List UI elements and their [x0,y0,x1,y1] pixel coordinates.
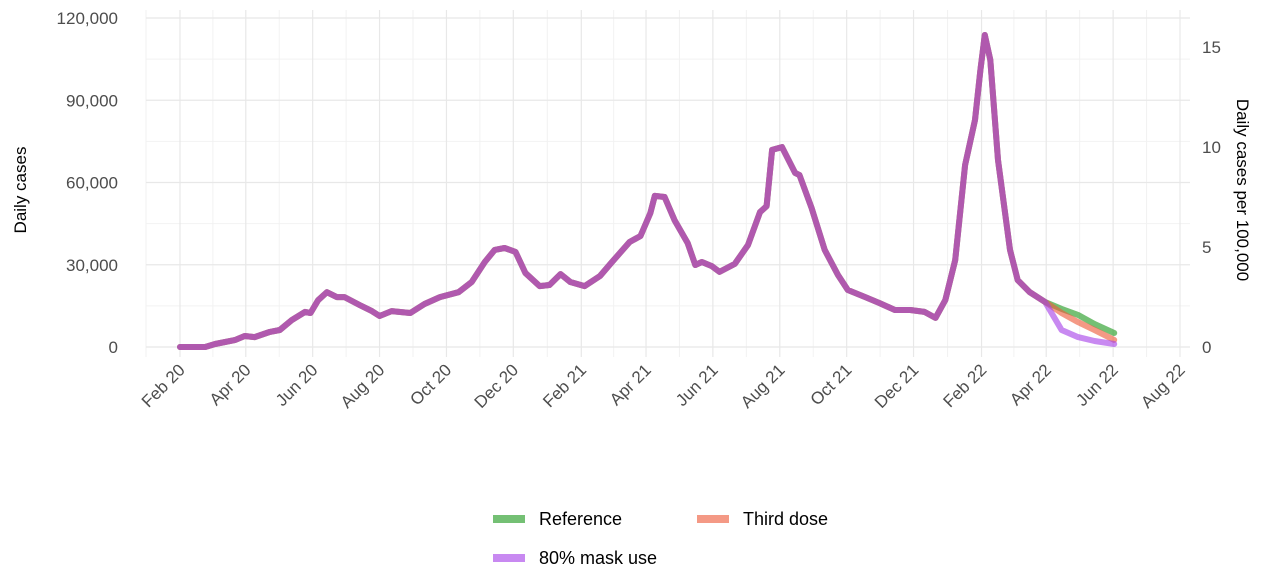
grid [145,10,1190,357]
x-tick-label: Feb 20 [138,360,189,411]
y2-tick-label: 15 [1202,38,1221,57]
series-line [177,32,1118,350]
y2-tick-label: 5 [1202,238,1211,257]
legend-item: Reference [493,509,622,529]
x-tick-label: Oct 21 [807,360,856,409]
y-tick-label: 0 [109,338,118,357]
x-tick-label: Oct 20 [406,360,455,409]
x-tick-label: Dec 21 [871,360,923,412]
y2-tick-label: 0 [1202,338,1211,357]
legend-item: Third dose [697,509,828,529]
x-tick-label: Apr 22 [1006,360,1055,409]
x-tick-label: Aug 20 [337,360,389,412]
y2-tick-label: 10 [1202,138,1221,157]
y2-axis-title: Daily cases per 100,000 [1233,99,1252,281]
y-tick-label: 30,000 [66,256,118,275]
legend-label: 80% mask use [539,548,657,568]
legend-label: Reference [539,509,622,529]
legend-swatch [493,515,525,523]
y-tick-label: 120,000 [57,9,118,28]
x-tick-label: Jun 21 [672,360,722,410]
legend-item: 80% mask use [493,548,657,568]
x-tick-label: Jun 20 [272,360,322,410]
y-axis-title: Daily cases [11,147,30,234]
x-tick-label: Apr 20 [206,360,255,409]
x-tick-label: Aug 22 [1137,360,1189,412]
legend-label: Third dose [743,509,828,529]
y-tick-label: 90,000 [66,91,118,110]
x-tick-label: Feb 22 [939,360,990,411]
x-tick-label: Dec 20 [471,360,523,412]
x-tick-label: Apr 21 [606,360,655,409]
x-tick-label: Jun 22 [1072,360,1122,410]
x-tick-label: Aug 21 [737,360,789,412]
legend-swatch [697,515,729,523]
x-tick-label: Feb 21 [539,360,590,411]
y-tick-label: 60,000 [66,174,118,193]
legend-swatch [493,554,525,562]
